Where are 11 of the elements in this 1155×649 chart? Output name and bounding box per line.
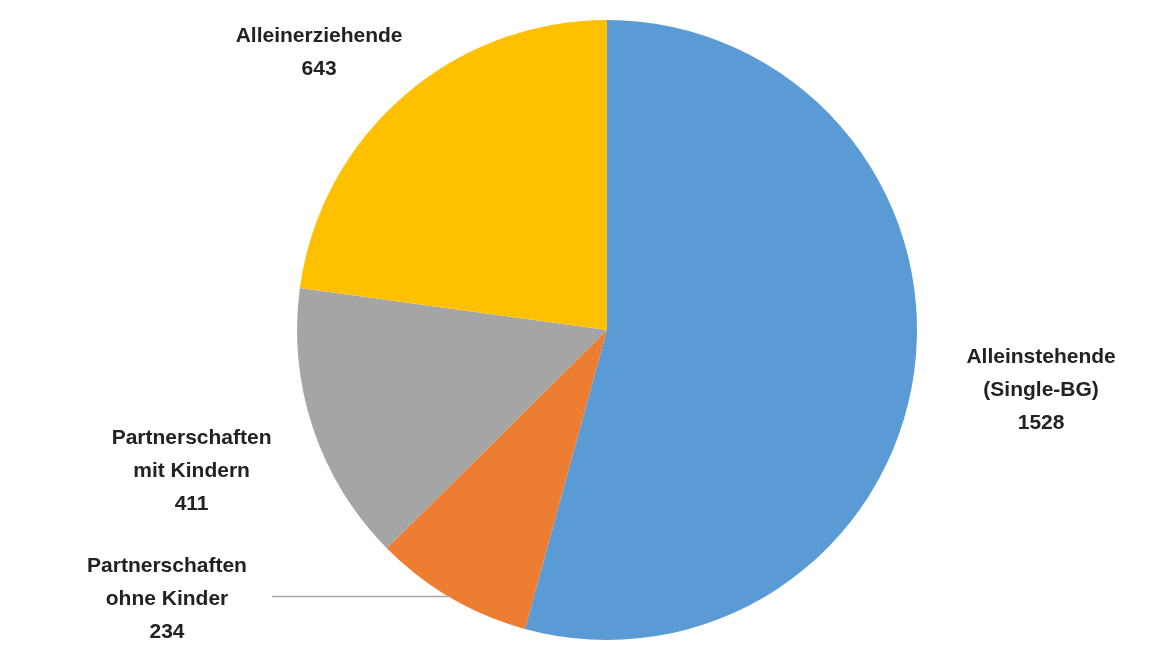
data-label: 1528 xyxy=(1017,410,1065,434)
pie-slice xyxy=(386,330,607,629)
data-label: 411 xyxy=(174,490,209,514)
slice-label: Alleinstehende (Single-BG) xyxy=(966,344,1116,401)
pie-slice xyxy=(297,287,607,549)
slice-label: Alleinerziehende xyxy=(235,22,403,46)
data-label: 643 xyxy=(301,55,337,79)
slice-label: Partnerschaften mit Kindern xyxy=(111,424,272,481)
data-label: 234 xyxy=(149,618,185,642)
pie-slice xyxy=(524,20,917,640)
slice-label: Partnerschaften ohne Kinder xyxy=(87,552,247,609)
